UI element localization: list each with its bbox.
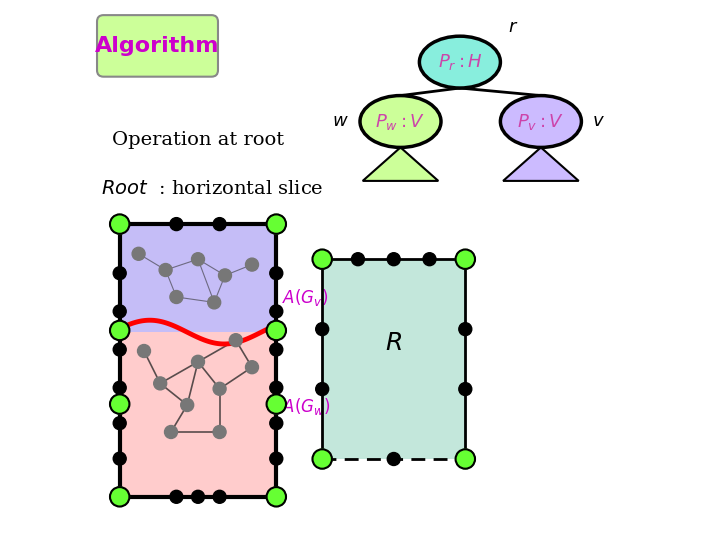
- Circle shape: [110, 487, 130, 507]
- Text: $\mathit{P}_w : V$: $\mathit{P}_w : V$: [375, 111, 426, 132]
- Circle shape: [351, 253, 364, 266]
- Text: Operation at root: Operation at root: [112, 131, 284, 150]
- Circle shape: [192, 490, 204, 503]
- Circle shape: [230, 334, 242, 347]
- Circle shape: [113, 343, 126, 356]
- Circle shape: [192, 355, 204, 368]
- Text: $R$: $R$: [385, 331, 402, 355]
- Text: $A(G_w)$: $A(G_w)$: [282, 396, 330, 417]
- FancyBboxPatch shape: [97, 15, 218, 77]
- Ellipse shape: [500, 96, 582, 147]
- Bar: [120, 224, 276, 332]
- Text: $v$: $v$: [593, 112, 605, 131]
- Text: $\mathit{P}_r : H$: $\mathit{P}_r : H$: [438, 52, 482, 72]
- Polygon shape: [503, 147, 579, 181]
- Circle shape: [266, 487, 286, 507]
- Circle shape: [246, 361, 258, 374]
- Circle shape: [208, 296, 220, 309]
- Circle shape: [213, 382, 226, 395]
- Circle shape: [266, 214, 286, 234]
- Circle shape: [459, 323, 472, 335]
- Circle shape: [456, 449, 475, 469]
- Circle shape: [113, 381, 126, 394]
- Circle shape: [113, 267, 126, 280]
- Circle shape: [246, 258, 258, 271]
- Circle shape: [132, 247, 145, 260]
- Circle shape: [213, 426, 226, 438]
- Circle shape: [387, 253, 400, 266]
- Circle shape: [312, 449, 332, 469]
- Circle shape: [113, 305, 126, 318]
- Circle shape: [170, 291, 183, 303]
- Circle shape: [110, 321, 130, 340]
- Circle shape: [270, 267, 283, 280]
- Circle shape: [113, 417, 126, 430]
- Bar: [120, 224, 276, 497]
- Circle shape: [423, 253, 436, 266]
- Circle shape: [312, 249, 332, 269]
- Circle shape: [159, 264, 172, 276]
- Circle shape: [219, 269, 232, 282]
- Circle shape: [138, 345, 150, 357]
- Circle shape: [456, 249, 475, 269]
- Circle shape: [213, 218, 226, 231]
- Circle shape: [270, 381, 283, 394]
- Circle shape: [266, 394, 286, 414]
- Circle shape: [110, 214, 130, 234]
- Circle shape: [315, 323, 328, 335]
- Bar: [323, 259, 465, 459]
- Circle shape: [270, 452, 283, 465]
- Text: $w$: $w$: [333, 112, 349, 131]
- Circle shape: [270, 343, 283, 356]
- Circle shape: [165, 426, 178, 438]
- Text: $\mathit{Root}$  : horizontal slice: $\mathit{Root}$ : horizontal slice: [101, 180, 323, 198]
- Circle shape: [213, 490, 226, 503]
- Polygon shape: [363, 147, 438, 181]
- Text: $A(G_v)$: $A(G_v)$: [282, 287, 328, 308]
- Circle shape: [170, 490, 183, 503]
- Circle shape: [387, 453, 400, 465]
- Circle shape: [270, 417, 283, 430]
- Ellipse shape: [419, 36, 500, 88]
- Circle shape: [315, 383, 328, 395]
- Circle shape: [266, 321, 286, 340]
- Text: $r$: $r$: [508, 18, 519, 36]
- Circle shape: [181, 399, 194, 411]
- Ellipse shape: [360, 96, 441, 147]
- Circle shape: [154, 377, 166, 390]
- Circle shape: [113, 452, 126, 465]
- Circle shape: [192, 253, 204, 266]
- Circle shape: [170, 218, 183, 231]
- Circle shape: [110, 394, 130, 414]
- Text: $\mathit{P}_v : V$: $\mathit{P}_v : V$: [517, 111, 564, 132]
- Circle shape: [270, 305, 283, 318]
- Text: Algorithm: Algorithm: [95, 36, 220, 56]
- Circle shape: [459, 383, 472, 395]
- Bar: [120, 224, 276, 497]
